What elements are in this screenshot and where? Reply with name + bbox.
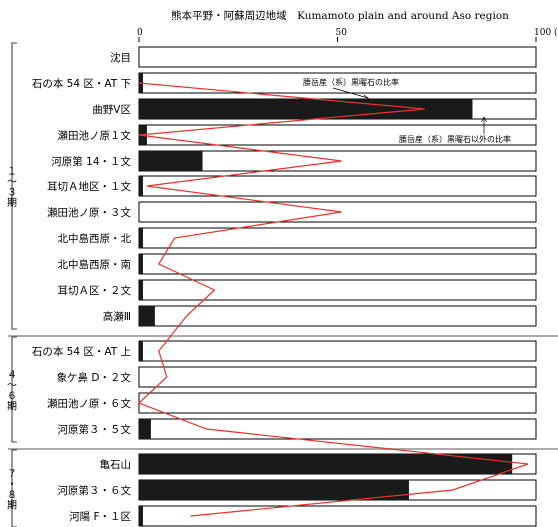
period-label: １〜３期 [7,166,17,209]
x-tick-label: 50 [336,28,348,38]
row-frame [138,46,537,68]
bar [139,99,473,119]
bar [139,228,143,248]
series-line-other-ratio [137,82,529,517]
category-label: 沈目 [110,51,131,64]
row-frame [138,505,537,527]
bar [139,176,143,196]
category-label: 石の本 54 区・AT 下 [32,77,131,90]
category-label: 高瀬Ⅲ [103,310,131,323]
period-bracket [11,336,17,443]
category-label: 河原第３・５文 [58,423,132,436]
period-bracket [11,42,17,330]
row-frame [138,253,537,275]
period-label: ７・８期 [7,469,17,512]
category-label: 耳切Ａ地区・１文 [47,180,131,193]
category-label: 河原第 14・１文 [51,155,131,168]
annotation-arrowhead [362,94,370,100]
bar [139,280,143,300]
category-label: 北中島西原・南 [58,258,132,271]
bar [139,341,143,361]
row-frame [138,227,537,249]
x-tick-label: 100 (% [534,27,558,38]
row-frame [138,305,537,327]
bar [139,419,151,439]
row-frame [138,392,537,414]
category-label: 瀬田池ノ原・６文 [47,397,131,410]
category-label: 河原第３・６文 [58,484,132,497]
bar [139,151,203,171]
bar [139,454,513,474]
category-label: 北中島西原・北 [58,232,132,245]
annotation-bar-series: 腰岳産（系）黒曜石の比率 [303,77,399,87]
bar [139,506,143,526]
period-label: ４〜６期 [7,370,17,413]
period-groups: １〜３期 ４〜６期 ７・８期 [7,42,17,527]
annotation-line-series: 腰岳産（系）黒曜石以外の比率 [399,134,511,144]
category-label: 石の本 54 区・AT 上 [32,345,131,358]
category-label: 河陽 F・１区 [69,511,131,523]
bar [139,254,143,274]
x-axis-ticks: 0 50 100 (% [137,27,558,42]
chart-title: 熊本平野・阿蘇周辺地域 Kumamoto plain and around As… [171,9,509,22]
category-label: 象ケ鼻 D・２文 [57,371,132,384]
period-dividers [8,335,558,450]
row-frame [138,340,537,362]
period-bracket [11,449,17,527]
category-label: 耳切Ａ区・２文 [58,284,132,297]
annotation-arrowhead [481,116,487,123]
bar [139,306,155,326]
category-label: 瀬田池ノ原１文 [58,129,132,142]
x-tick-label: 0 [137,28,143,38]
category-label: 瀬田池ノ原・３文 [47,206,131,219]
row-frame [138,366,537,388]
category-label: 亀石山 [100,458,132,471]
category-label: 曲野Ⅴ区 [92,104,131,116]
bar [139,480,409,500]
annotation-leader [332,87,369,99]
row-frame [138,418,537,440]
